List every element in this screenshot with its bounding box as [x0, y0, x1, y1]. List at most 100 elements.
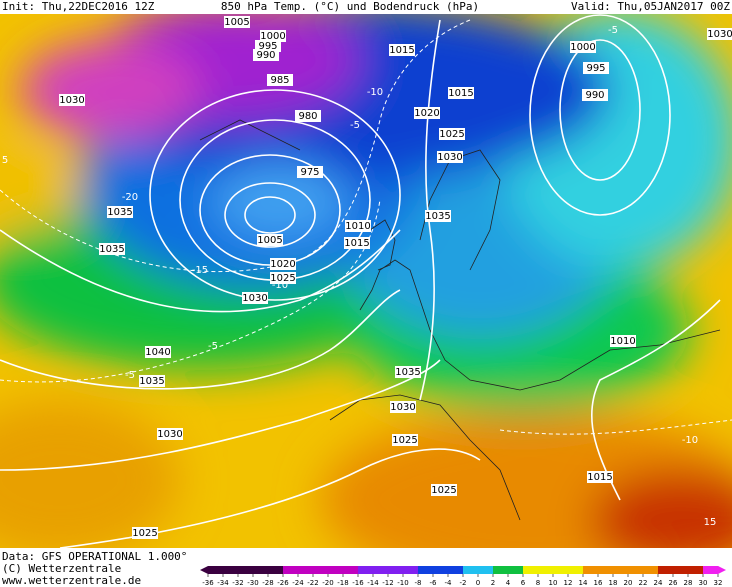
isotherm-label: 15	[704, 517, 717, 528]
scale-tick-label: -16	[352, 579, 364, 587]
scale-bin	[388, 566, 404, 574]
isobar-label: 985	[270, 75, 289, 86]
isobar-label: 1025	[439, 129, 464, 140]
isotherm-label: -5	[208, 341, 218, 352]
isobar-label: 1020	[414, 108, 439, 119]
isotherm-label: -10	[272, 280, 288, 291]
isobar-label: 1015	[344, 238, 369, 249]
scale-tick-label: -14	[367, 579, 379, 587]
isobar-label-box	[431, 484, 457, 496]
isobar-label: 1015	[389, 45, 414, 56]
isobar-label-box	[707, 28, 732, 40]
scale-bin	[268, 566, 284, 574]
scale-tick-label: 30	[699, 579, 708, 587]
scale-tick-label: 20	[624, 579, 633, 587]
isobar-label-box	[587, 471, 613, 483]
scale-bin	[553, 566, 569, 574]
isobar-label-box	[448, 87, 474, 99]
scale-bin	[313, 566, 329, 574]
scale-bin	[328, 566, 344, 574]
scale-tick-label: -36	[202, 579, 214, 587]
isobar-label-box	[583, 62, 609, 74]
isobar-label: 1025	[392, 435, 417, 446]
scale-tick-label: -8	[415, 579, 422, 587]
scale-tick-label: -20	[322, 579, 333, 587]
isobar-label: 975	[300, 167, 319, 178]
scale-tick-label: -10	[397, 579, 408, 587]
valid-time: Valid: Thu,05JAN2017 00Z	[571, 0, 730, 13]
isobar-label-box	[395, 366, 421, 378]
isotherm-label: -20	[122, 192, 138, 203]
isotherm-label: -10	[367, 87, 383, 98]
scale-arrow-left	[200, 566, 208, 574]
scale-tick-label: 18	[609, 579, 618, 587]
isobar-label-box	[390, 401, 416, 413]
isobar-label: 1035	[139, 376, 164, 387]
scale-tick-label: -28	[262, 579, 273, 587]
isobar-label-box	[582, 89, 608, 101]
map-title: 850 hPa Temp. (°C) und Bodendruck (hPa)	[221, 0, 479, 13]
isobar-label: 1020	[270, 259, 295, 270]
scale-tick-label: 8	[536, 579, 540, 587]
isobar-label-box	[260, 30, 286, 42]
isobar-label: 995	[586, 63, 605, 74]
isobar-label: 1015	[448, 88, 473, 99]
isobars	[0, 14, 721, 548]
isobar-label-box	[139, 375, 165, 387]
scale-tick-label: 6	[521, 579, 526, 587]
scale-tick-label: 10	[549, 579, 558, 587]
scale-bin	[658, 566, 674, 574]
scale-bin	[373, 566, 389, 574]
isotherm-label: -15	[192, 265, 208, 276]
isobar-label-box	[439, 128, 465, 140]
scale-tick-label: -2	[460, 579, 467, 587]
scale-tick-label: -24	[292, 579, 304, 587]
scale-tick-label: 2	[491, 579, 495, 587]
scale-bin	[628, 566, 644, 574]
isobar-label: 1010	[345, 221, 370, 232]
scale-bin	[463, 566, 479, 574]
isobar-label: 995	[258, 41, 277, 52]
website: www.wetterzentrale.de	[2, 574, 141, 587]
scale-tick-label: 0	[476, 579, 480, 587]
scale-bin	[403, 566, 419, 574]
scale-tick-label: -22	[307, 579, 318, 587]
isobar-label-box	[295, 110, 321, 122]
isobar-label-box	[389, 44, 415, 56]
isobar-label: 1035	[395, 367, 420, 378]
isobar-label: 1030	[707, 29, 732, 40]
scale-bin	[673, 566, 689, 574]
scale-tick-label: -34	[217, 579, 229, 587]
isobar-label-box	[392, 434, 418, 446]
scale-bin	[703, 566, 719, 574]
scale-tick-label: 22	[639, 579, 648, 587]
scale-tick-label: -18	[337, 579, 348, 587]
isobar-label-box	[99, 243, 125, 255]
isobar-label: 1030	[242, 293, 267, 304]
copyright: (C) Wetterzentrale	[2, 562, 121, 575]
scale-bin	[238, 566, 254, 574]
isobar-label: 1030	[59, 95, 84, 106]
scale-bin	[613, 566, 629, 574]
scale-tick-label: -30	[247, 579, 258, 587]
isobar-label: 1015	[587, 472, 612, 483]
isotherm-label: -10	[682, 435, 698, 446]
isotherm-label: -5	[350, 120, 360, 131]
isobar-label: 1025	[431, 485, 456, 496]
isobar-label: 980	[298, 111, 317, 122]
isobar-label-box	[437, 151, 463, 163]
scale-bin	[208, 566, 224, 574]
scale-bin	[433, 566, 449, 574]
isobar-label-box	[297, 166, 323, 178]
scale-bin	[478, 566, 494, 574]
scale-tick-label: 16	[594, 579, 603, 587]
isobar-label-box	[610, 335, 636, 347]
isobar-label: 990	[585, 90, 604, 101]
scale-bin	[568, 566, 584, 574]
isobar-label: 1000	[260, 31, 285, 42]
scale-bin	[523, 566, 539, 574]
scale-tick-label: 12	[564, 579, 573, 587]
scale-tick-label: 4	[506, 579, 511, 587]
isobar-label: 1030	[437, 152, 462, 163]
isobar-label: 1025	[132, 528, 157, 539]
